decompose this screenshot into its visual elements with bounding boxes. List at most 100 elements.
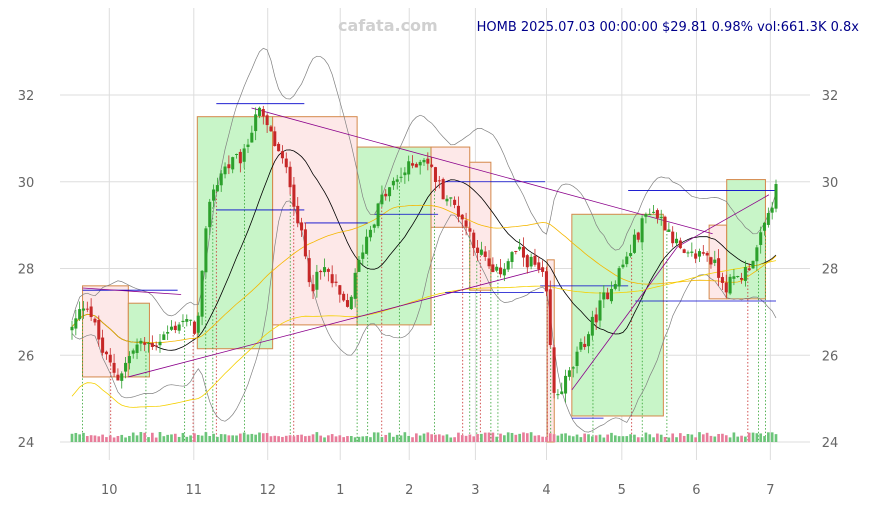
volume-bar: [437, 434, 441, 442]
candle-body: [617, 268, 621, 287]
candle-body: [594, 314, 598, 323]
candle-body: [250, 132, 254, 143]
candle-body: [556, 394, 560, 396]
volume-bar: [120, 434, 124, 442]
volume-bar: [154, 437, 158, 442]
candle-body: [606, 292, 610, 300]
volume-bar: [311, 434, 315, 442]
volume-bar: [480, 433, 483, 442]
y-tick-label-right: 32: [822, 89, 839, 104]
candle-body: [257, 107, 262, 116]
volume-bar: [196, 434, 200, 442]
candle-body: [453, 199, 457, 205]
volume-bar: [491, 432, 495, 442]
volume-bar: [269, 436, 273, 442]
candle-body: [74, 318, 78, 329]
candle-body: [732, 276, 736, 279]
volume-bar: [231, 435, 235, 442]
volume-bar: [636, 437, 640, 442]
ma-short-line: [71, 149, 777, 351]
candle-body: [307, 258, 311, 283]
candle-body: [78, 309, 82, 320]
candle-body: [135, 344, 139, 353]
candle-body: [506, 261, 510, 270]
volume-bar: [388, 432, 391, 442]
candle-body: [345, 300, 350, 307]
header-volume: vol:661.3K: [757, 20, 827, 35]
candle-body: [487, 258, 491, 267]
candle-body: [479, 249, 483, 255]
candle-body: [445, 198, 449, 202]
candle-body: [219, 173, 223, 186]
volume-bar: [767, 432, 770, 442]
volume-bar: [250, 433, 254, 442]
volume-bar: [629, 434, 632, 442]
candle-body: [124, 362, 128, 372]
candle-body: [766, 213, 770, 225]
watermark: cafata.com: [338, 16, 438, 35]
volume-bar: [89, 435, 93, 442]
volume-bar: [522, 432, 525, 442]
volume-bar: [648, 434, 652, 442]
chart-header: HOMB 2025.07.03 00:00:00 $29.81 0.98% vo…: [477, 20, 860, 35]
candle-body: [162, 334, 166, 340]
candle-body: [97, 319, 101, 340]
volume-bar: [472, 436, 476, 442]
volume-bar: [372, 432, 376, 442]
volume-bar: [548, 433, 552, 442]
volume-bar: [334, 436, 338, 442]
volume-bar: [721, 433, 724, 442]
x-tick-label: 4: [542, 483, 550, 498]
candle-body: [449, 197, 453, 199]
level-lines: [82, 103, 776, 419]
candle-body: [173, 325, 177, 331]
volume-bar: [468, 434, 472, 442]
volume-bar: [170, 434, 173, 442]
candle-body: [158, 341, 162, 346]
candle-body: [437, 180, 441, 182]
volume-bar: [587, 434, 590, 442]
candle-body: [498, 267, 503, 275]
candle-body: [112, 362, 116, 373]
candle-body: [326, 269, 330, 272]
volume-bar: [633, 434, 636, 442]
candle-body: [131, 350, 135, 354]
candle-body: [280, 151, 284, 159]
candle-body: [368, 229, 372, 238]
candle-body: [667, 229, 671, 232]
moving-averages: [71, 149, 777, 408]
candle-body: [720, 277, 724, 283]
volume-bar: [701, 434, 705, 442]
volume-bar: [399, 435, 403, 442]
volume-bar: [675, 437, 678, 442]
volume-bar: [510, 432, 514, 442]
candle-body: [652, 211, 656, 213]
candle-body: [552, 347, 556, 393]
candle-body: [663, 216, 667, 231]
volume-bar: [131, 432, 135, 442]
volume-bar: [422, 433, 426, 442]
candle-body: [192, 321, 196, 334]
volume-bar: [147, 437, 150, 442]
candle-body: [342, 293, 346, 301]
volume-bar: [105, 437, 108, 442]
volume-bar: [483, 432, 487, 442]
volume-bar: [713, 436, 717, 442]
volume-bar: [304, 436, 307, 442]
candle-body: [567, 370, 571, 377]
y-tick-label-right: 24: [822, 436, 839, 451]
candle-body: [743, 267, 747, 281]
candle-body: [322, 267, 327, 273]
candle-body: [579, 342, 583, 350]
candle-body: [755, 247, 759, 262]
y-tick-label-right: 30: [822, 176, 839, 191]
candle-body: [762, 222, 767, 231]
candle-body: [468, 228, 472, 232]
volume-bar: [101, 434, 104, 442]
volume-bar: [617, 436, 621, 442]
volume-bar: [189, 435, 192, 442]
x-tick-label: 5: [618, 483, 626, 498]
volume-bar: [185, 436, 189, 442]
